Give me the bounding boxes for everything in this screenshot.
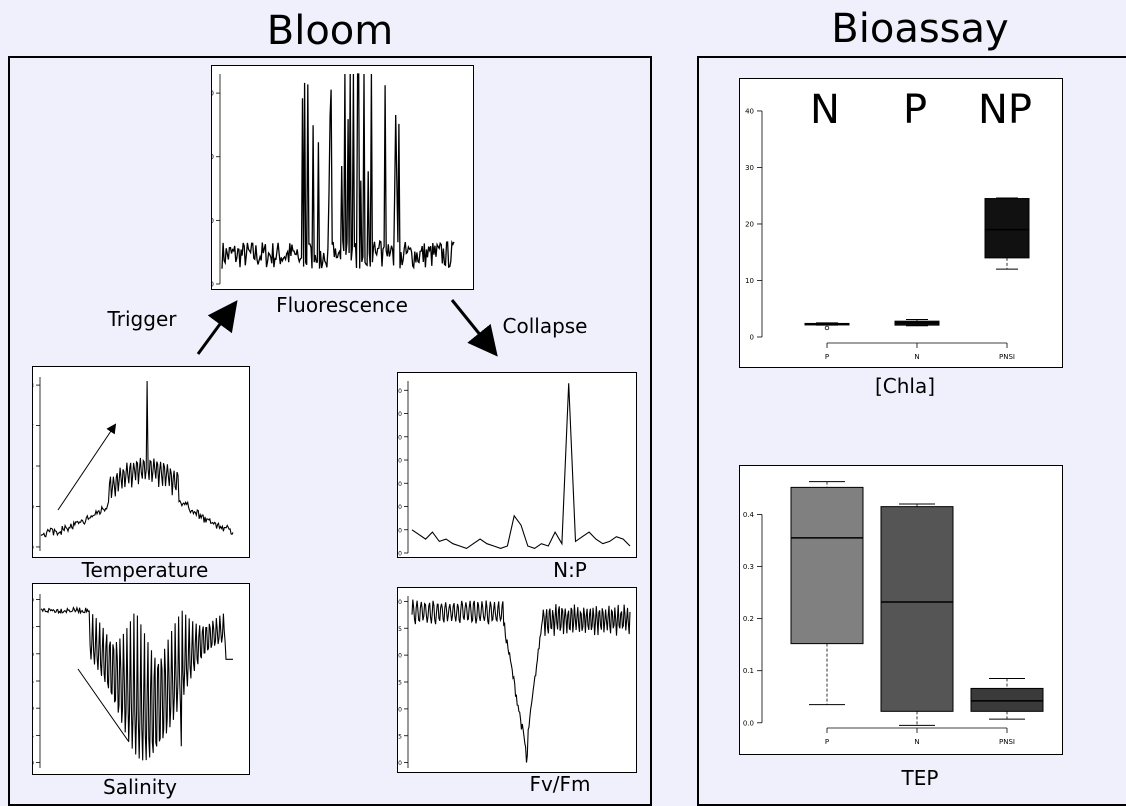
- np-tick-label: 50: [398, 434, 402, 441]
- chla-annotation: NP: [978, 87, 1032, 133]
- chla-tick-label: 10: [745, 277, 754, 285]
- fluorescence-tick-label: 0: [212, 281, 214, 289]
- tep-tick-label: 0.0: [743, 719, 754, 727]
- np-chart: 0 10 20 30 40 50 60 70: [394, 381, 631, 558]
- chla-outlier: [824, 325, 830, 331]
- chla-panel: 0 10 20 30 40 P N PNSI N P NP: [739, 78, 1063, 368]
- tep-tick-label: 0.3: [743, 563, 754, 571]
- tep-box: [970, 687, 1044, 712]
- np-tick-label: 30: [398, 481, 402, 488]
- tep-category-label: PNSI: [999, 738, 1015, 746]
- fluorescence-series-line: [221, 73, 455, 270]
- temperature-label: Temperature: [81, 558, 209, 582]
- salinity-trend-arrow: [77, 668, 130, 743]
- tep-chart: 0.0 0.1 0.2 0.3 0.4 P N PNSI: [743, 481, 1044, 746]
- chla-category-label: PNSI: [999, 353, 1015, 361]
- tep-category-label: P: [825, 738, 829, 746]
- chla-category-label: N: [914, 353, 919, 361]
- fvfm-series-line: [411, 599, 631, 763]
- chla-tick-label: 40: [745, 107, 754, 115]
- tep-box: [880, 506, 954, 712]
- fvfm-panel: 0.300.350.400.450.500.550.60: [389, 587, 637, 773]
- collapse-label: Collapse: [502, 314, 588, 338]
- chla-annotation: P: [903, 87, 927, 133]
- np-tick-label: 60: [398, 411, 402, 418]
- np-panel: 0 10 20 30 40 50 60 70: [394, 372, 637, 558]
- chla-box: [984, 198, 1030, 259]
- np-label: N:P: [553, 558, 587, 582]
- np-tick-label: 10: [398, 527, 402, 534]
- bioassay-title: Bioassay: [831, 6, 1009, 52]
- chla-category-label: P: [825, 353, 829, 361]
- tep-tick-label: 0.2: [743, 615, 754, 623]
- collapse-arrow: [450, 299, 498, 357]
- fluorescence-panel: 050100150: [201, 65, 474, 290]
- trigger-arrow: [196, 300, 238, 355]
- chla-tick-label: 30: [745, 164, 754, 172]
- salinity-series-line: [40, 605, 233, 761]
- np-tick-label: 40: [398, 458, 402, 465]
- np-tick-label: 70: [398, 388, 402, 395]
- tep-category-label: N: [914, 738, 919, 746]
- chla-label: [Chla]: [874, 374, 936, 398]
- np-tick-label: 0: [398, 551, 402, 558]
- temperature-panel: 1920212223: [26, 366, 250, 558]
- tep-panel: 0.0 0.1 0.2 0.3 0.4 P N PNSI: [739, 465, 1063, 755]
- fvfm-label: Fv/Fm: [529, 772, 591, 796]
- np-series-line: [411, 383, 631, 550]
- tep-label: TEP: [901, 766, 939, 790]
- tep-tick-label: 0.4: [743, 511, 755, 519]
- tep-tick-label: 0.1: [743, 667, 754, 675]
- fluorescence-label: Fluorescence: [276, 293, 408, 317]
- temperature-trend-arrow: [57, 423, 117, 511]
- chla-tick-label: 0: [750, 334, 754, 342]
- chla-annotation: N: [810, 87, 840, 133]
- np-tick-label: 20: [398, 504, 402, 511]
- bloom-title: Bloom: [266, 8, 394, 54]
- chla-tick-label: 20: [745, 220, 754, 228]
- trigger-label: Trigger: [107, 307, 177, 331]
- salinity-panel: 31.031.532.032.533.033.534.0: [21, 583, 250, 775]
- temperature-series-line: [40, 380, 234, 538]
- tep-box: [790, 486, 864, 645]
